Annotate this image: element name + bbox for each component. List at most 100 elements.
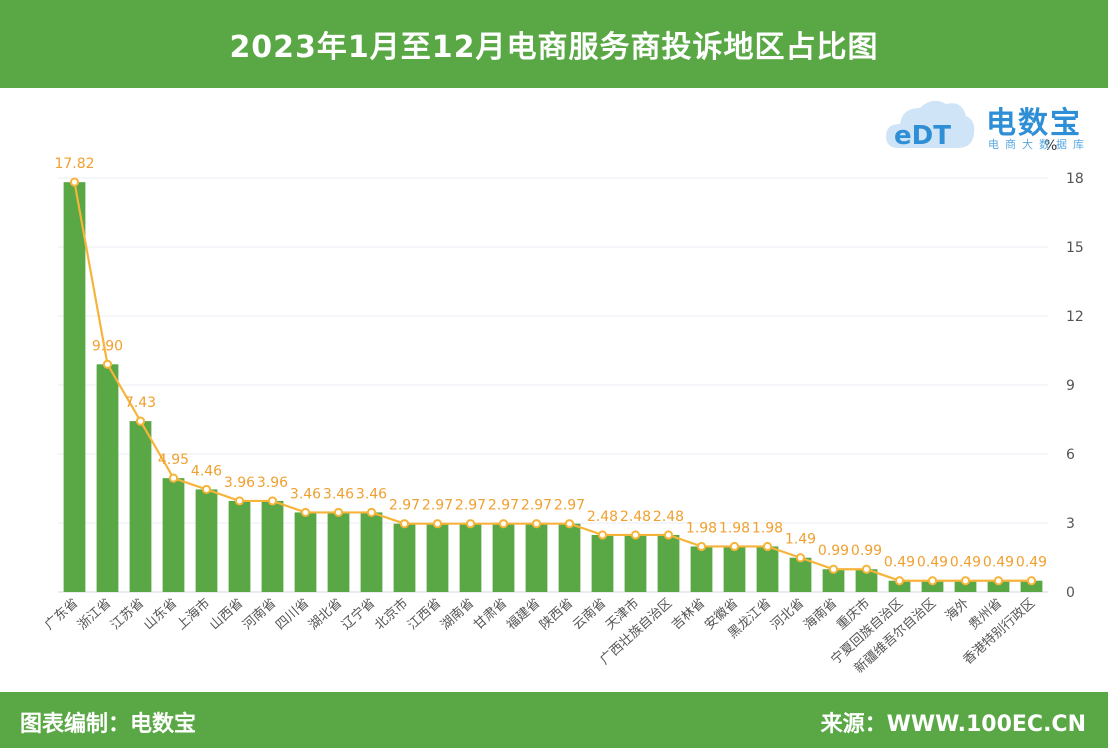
data-label: 1.98: [719, 520, 750, 536]
bar: [987, 580, 1010, 592]
bar: [1020, 580, 1043, 592]
bar: [393, 523, 416, 592]
line-point: [135, 416, 146, 426]
x-tick-label: 广东省: [42, 596, 81, 633]
bar: [723, 546, 746, 592]
line-point: [1026, 576, 1037, 586]
data-label: 17.82: [54, 156, 94, 172]
bar: [888, 580, 911, 592]
data-label: 0.49: [950, 555, 981, 571]
bar: [558, 523, 581, 592]
x-tick-label: 四川省: [273, 596, 312, 633]
y-tick-label: 15: [1066, 240, 1084, 256]
line-point: [399, 519, 410, 529]
y-tick-label: 12: [1066, 309, 1084, 325]
data-label: 2.48: [620, 509, 651, 525]
bar: [657, 534, 680, 592]
bar: [261, 500, 284, 592]
x-tick-label: 山西省: [207, 596, 246, 633]
x-tick-label: 湖北省: [306, 596, 345, 633]
x-tick-label: 云南省: [569, 595, 609, 633]
bar: [63, 182, 86, 592]
data-label: 0.49: [983, 555, 1014, 571]
x-tick-label: 辽宁省: [338, 595, 378, 633]
line-point: [696, 541, 707, 552]
bar: [789, 557, 812, 592]
bar: [591, 534, 614, 592]
logo: eDT 电数宝 电商大数据库: [884, 94, 1094, 158]
data-label: 0.49: [917, 555, 948, 571]
footer-source: 来源：WWW.100EC.CN: [820, 712, 1086, 737]
line-point: [828, 564, 839, 574]
data-label: 0.49: [884, 555, 915, 571]
data-label: 2.48: [653, 509, 684, 525]
bar: [525, 523, 548, 592]
bar: [228, 500, 251, 592]
line-point: [333, 507, 344, 518]
title-bar: 2023年1月至12月电商服务商投诉地区占比图: [0, 0, 1108, 88]
bar: [162, 478, 185, 592]
line-point: [267, 496, 278, 506]
line-point: [663, 530, 674, 540]
data-label: 3.46: [356, 486, 387, 502]
x-tick-label: 福建省: [504, 596, 543, 633]
data-label: 3.96: [224, 475, 255, 491]
logo-mark: eDT: [894, 121, 951, 151]
data-label: 2.97: [389, 498, 420, 514]
bar: [690, 546, 713, 592]
data-label: 1.49: [785, 532, 816, 548]
bar: [756, 546, 779, 592]
data-label: 1.98: [752, 520, 783, 536]
data-label: 3.96: [257, 475, 288, 491]
line-series: [73, 181, 1032, 582]
line-point: [498, 519, 509, 529]
data-label: 9.90: [92, 338, 123, 354]
cloud-logo-icon: eDT: [886, 100, 975, 151]
y-tick-label: 3: [1066, 516, 1075, 532]
bar: [459, 523, 482, 592]
bar: [855, 569, 878, 592]
line-point: [102, 359, 113, 369]
data-label: 1.98: [686, 520, 717, 536]
chart-title: 2023年1月至12月电商服务商投诉地区占比图: [229, 30, 879, 65]
x-tick-label: 上海市: [173, 595, 213, 633]
line-point: [69, 177, 80, 187]
bar: [822, 569, 845, 592]
y-tick-label: 9: [1066, 378, 1075, 394]
line-point: [432, 519, 443, 529]
data-label: 0.49: [1016, 555, 1047, 571]
line-point: [894, 576, 905, 586]
line-point: [201, 484, 212, 495]
line-point: [630, 530, 641, 540]
bar: [492, 523, 515, 592]
data-label: 2.97: [521, 498, 552, 514]
data-label: 4.46: [191, 463, 222, 479]
line-point: [993, 576, 1004, 586]
data-label: 2.48: [587, 509, 618, 525]
footer-credit: 图表编制：电数宝: [20, 712, 197, 737]
bar: [195, 489, 218, 592]
bar: [954, 580, 977, 592]
data-label: 3.46: [290, 486, 321, 502]
line-point: [597, 530, 608, 540]
line-point: [168, 473, 179, 483]
line-point: [729, 541, 740, 552]
y-axis-unit: %: [1044, 138, 1057, 154]
x-tick-label: 湖南省: [437, 595, 477, 633]
data-label: 2.97: [554, 498, 585, 514]
line-point: [234, 496, 245, 506]
bar: [294, 512, 317, 592]
line-point: [927, 576, 938, 586]
line-point: [300, 507, 311, 518]
data-label: 0.99: [818, 543, 849, 559]
x-tick-label: 浙江省: [75, 596, 114, 633]
x-tick-label: 江西省: [405, 596, 444, 633]
data-label: 2.97: [455, 498, 486, 514]
x-tick-label: 山东省: [141, 596, 180, 633]
x-tick-label: 海南省: [800, 595, 840, 633]
line-point: [795, 553, 806, 563]
bar: [426, 523, 449, 592]
x-tick-label: 北京市: [371, 595, 411, 633]
